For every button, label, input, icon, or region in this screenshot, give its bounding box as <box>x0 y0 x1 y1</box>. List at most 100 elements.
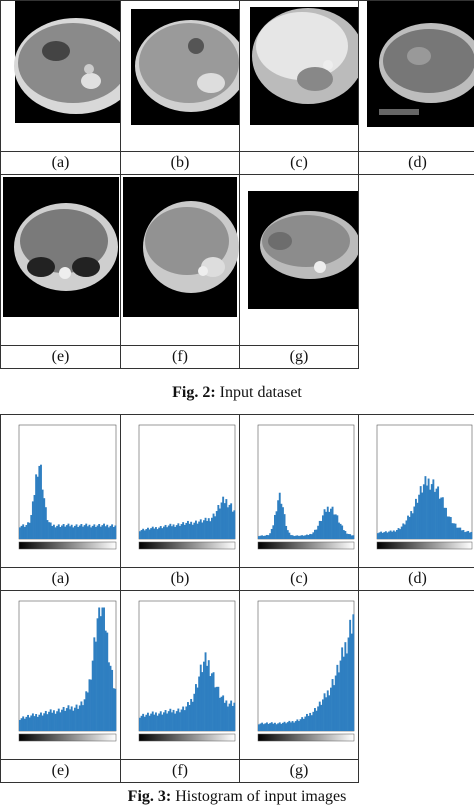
histogram-bar <box>399 529 402 539</box>
histogram-bar <box>272 525 275 539</box>
histogram-bar <box>38 465 41 539</box>
histogram-bar <box>214 687 217 731</box>
histogram-bar <box>301 535 304 539</box>
histogram-bar <box>150 528 153 539</box>
histogram-bar <box>172 524 175 539</box>
histogram-bar <box>228 703 231 731</box>
histogram-bar <box>159 526 162 539</box>
histogram-bar <box>380 531 383 539</box>
histogram-bar <box>334 514 337 539</box>
histogram-bar <box>225 499 228 539</box>
histogram-bar <box>459 527 462 539</box>
histogram-bar <box>86 692 89 731</box>
histogram-bar <box>94 526 97 539</box>
histogram-bar <box>470 531 473 539</box>
histogram-bar <box>233 510 236 539</box>
histogram-bar <box>415 498 417 539</box>
histogram-bar <box>336 664 339 731</box>
histogram-bar <box>464 532 466 539</box>
histogram-label-b: (b) <box>120 567 240 591</box>
histogram-label-e: (e) <box>0 759 121 783</box>
histogram-bar <box>307 715 310 731</box>
histogram-bar <box>413 506 416 539</box>
histogram-bar <box>174 713 177 731</box>
histogram-bar <box>190 521 193 539</box>
figure-2-caption-text: Input dataset <box>215 384 302 401</box>
histogram-bar <box>261 722 264 731</box>
histogram-bar <box>209 676 212 731</box>
histogram-bar <box>151 526 154 539</box>
histogram-grid-row1: (a) (b) (c) (d) <box>0 414 474 591</box>
histogram-bar <box>52 710 55 731</box>
histogram-bar <box>298 721 300 731</box>
histogram-bar <box>114 688 117 731</box>
histogram-bar <box>167 711 170 731</box>
histogram-bar <box>269 533 272 539</box>
histogram-bar <box>166 527 169 539</box>
histogram-bar <box>20 718 23 731</box>
histogram-bar <box>261 535 264 539</box>
histogram-bar <box>341 647 344 731</box>
histogram-bar <box>339 660 342 731</box>
histogram-bar <box>223 702 226 731</box>
histogram-bar <box>293 722 296 731</box>
histogram-bar <box>264 535 267 539</box>
histogram-bar <box>203 520 205 539</box>
histogram-bar <box>31 501 34 539</box>
histogram-bar <box>193 693 196 731</box>
figure-3-caption: Fig. 3: Histogram of input images <box>0 788 474 806</box>
histogram-bar <box>272 723 275 731</box>
histogram-bar <box>445 507 447 539</box>
histogram-grayscale-bar <box>18 733 117 742</box>
histogram-bar <box>151 711 154 731</box>
histogram-bar <box>35 714 38 731</box>
histogram-bar <box>386 532 389 539</box>
histogram-bar <box>19 527 21 539</box>
histogram-bar <box>306 534 308 539</box>
histogram-grayscale-bar <box>257 733 355 742</box>
histogram-bar <box>75 704 78 731</box>
histogram-bar <box>44 507 47 539</box>
histogram-bar <box>438 498 441 539</box>
histogram-e <box>0 590 121 760</box>
histogram-label-c: (c) <box>239 567 359 591</box>
histogram-bar <box>397 528 400 539</box>
histogram-bar <box>48 522 51 539</box>
histogram-bar <box>277 500 280 539</box>
histogram-bar <box>315 710 318 731</box>
histogram-bar <box>49 709 52 731</box>
histogram-bar <box>381 532 384 539</box>
histogram-bar <box>301 717 304 731</box>
histogram-bar <box>352 614 355 731</box>
histogram-bar <box>457 527 460 539</box>
histogram-bar <box>318 520 321 539</box>
histogram-bar <box>166 713 169 731</box>
histogram-bar <box>333 514 336 539</box>
histogram-bar <box>156 715 159 731</box>
histogram-bar <box>294 721 297 731</box>
histogram-bar <box>148 715 151 731</box>
histogram-bar <box>326 690 329 731</box>
histogram-bar <box>350 633 353 731</box>
histogram-bar <box>312 711 315 731</box>
histogram-bar <box>142 713 145 731</box>
histogram-bar <box>73 525 76 539</box>
ct-image-d <box>358 0 474 152</box>
histogram-bar <box>107 662 110 731</box>
histogram-bar <box>99 616 102 731</box>
histogram-bar <box>291 721 294 731</box>
histogram-bar <box>312 532 315 539</box>
histogram-bar <box>456 527 459 539</box>
histogram-bar <box>233 702 236 731</box>
histogram-bar <box>46 520 49 539</box>
histogram-bar <box>103 607 105 731</box>
histogram-bar <box>310 534 313 539</box>
histogram-bar <box>377 533 379 539</box>
histogram-bar <box>304 535 307 539</box>
histogram-bar <box>140 715 143 731</box>
input-dataset-grid-row1: (a) (b) (c) (d) <box>0 0 474 175</box>
histogram-grayscale-bar <box>257 541 355 550</box>
histogram-bar <box>262 535 265 539</box>
histogram-bar <box>347 637 350 731</box>
histogram-bar <box>147 712 149 731</box>
